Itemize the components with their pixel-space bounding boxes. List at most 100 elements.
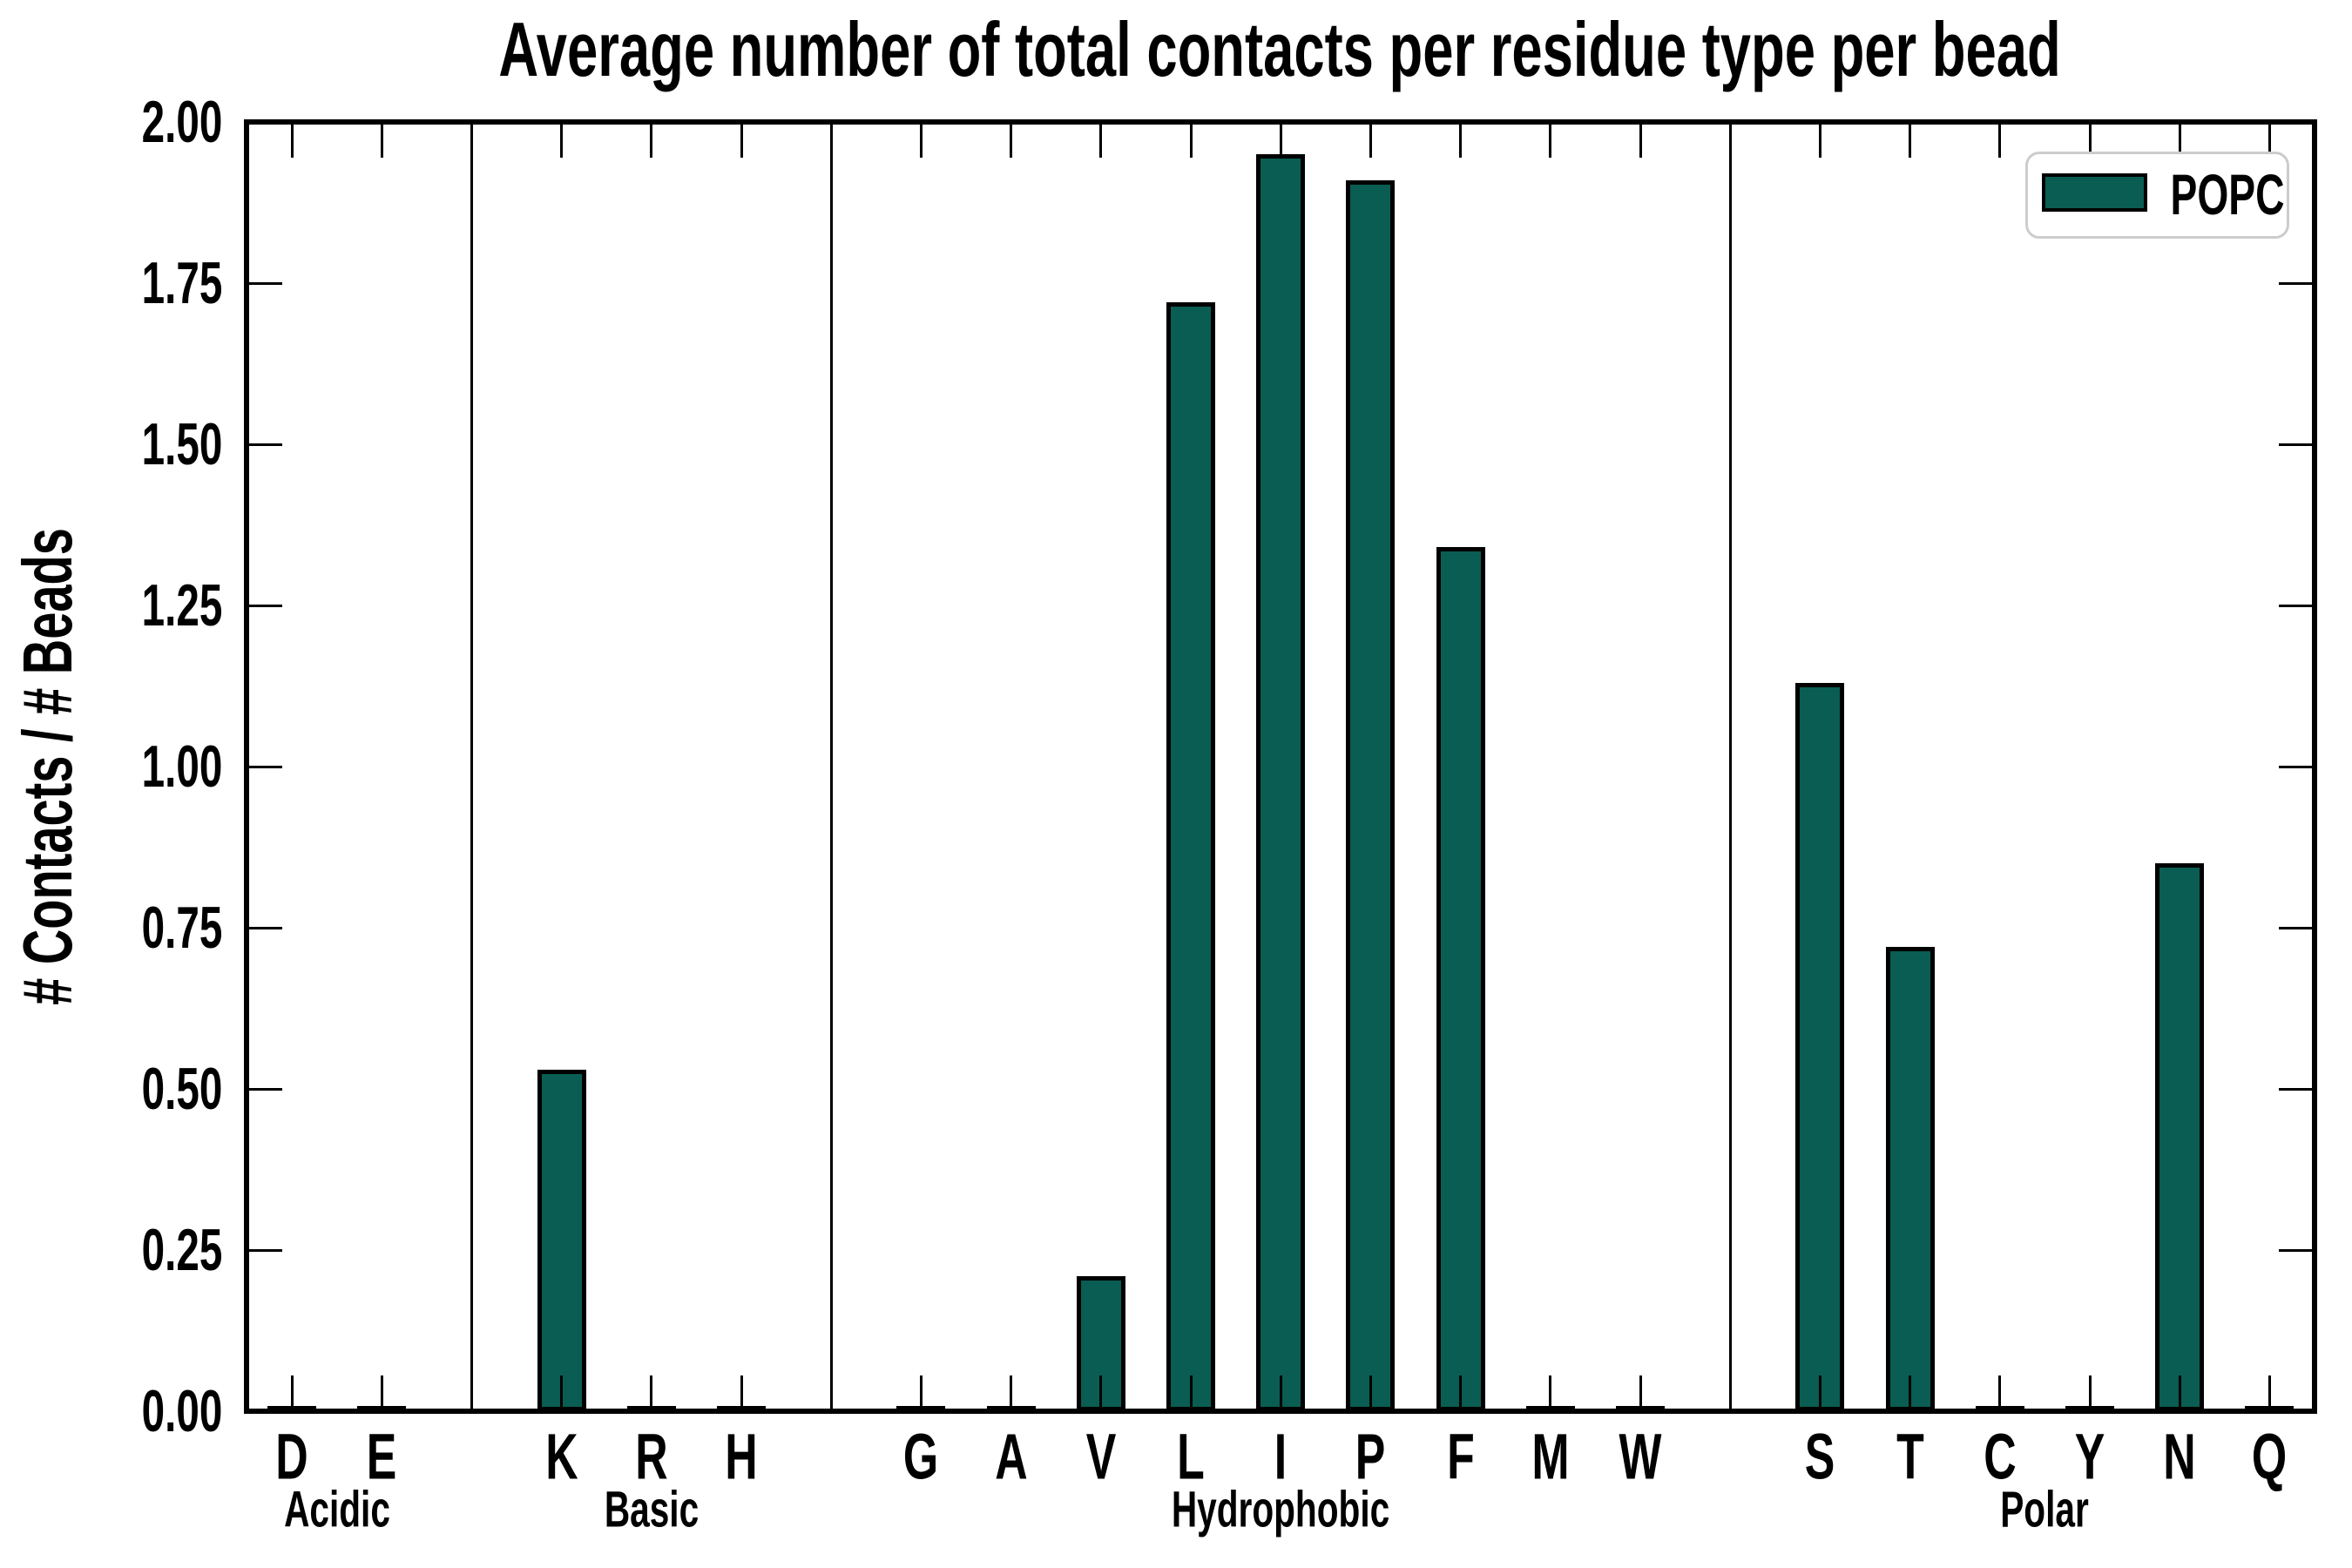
x-tick-top — [1099, 125, 1103, 158]
x-tick-top — [1279, 125, 1282, 158]
bar-G-zero — [896, 1406, 946, 1411]
x-tick-bottom — [1279, 1375, 1282, 1409]
y-tick-label-1.00: 1.00 — [141, 733, 223, 800]
y-tick-left — [249, 1087, 282, 1091]
x-tick-label-C: C — [1984, 1420, 2017, 1493]
x-tick-bottom — [380, 1375, 383, 1409]
x-tick-bottom — [650, 1375, 653, 1409]
y-tick-label-0.00: 0.00 — [141, 1378, 223, 1444]
x-tick-top — [380, 125, 383, 158]
x-tick-label-I: I — [1274, 1420, 1288, 1493]
x-tick-bottom — [2178, 1375, 2181, 1409]
x-tick-bottom — [560, 1375, 564, 1409]
x-tick-label-L: L — [1177, 1420, 1205, 1493]
chart-title: Average number of total contacts per res… — [498, 6, 2061, 92]
bar-Q-zero — [2245, 1406, 2295, 1411]
x-tick-top — [1639, 125, 1642, 158]
x-tick-top — [1549, 125, 1552, 158]
y-tick-left — [249, 1248, 282, 1252]
x-tick-bottom — [290, 1375, 294, 1409]
y-tick-right — [2279, 443, 2312, 446]
x-tick-label-M: M — [1531, 1420, 1570, 1493]
x-tick-top — [650, 125, 653, 158]
bar-Y-zero — [2065, 1406, 2114, 1411]
y-tick-right — [2279, 281, 2312, 285]
y-tick-label-1.25: 1.25 — [141, 572, 223, 639]
bar-I — [1256, 154, 1306, 1411]
bar-C-zero — [1975, 1406, 2024, 1411]
spine-left — [244, 119, 249, 1414]
y-tick-right — [2279, 120, 2312, 124]
x-tick-bottom — [1549, 1375, 1552, 1409]
bar-V — [1076, 1275, 1125, 1411]
group-separator — [1728, 125, 1732, 1409]
bar-P — [1346, 179, 1396, 1411]
x-tick-label-N: N — [2163, 1420, 2196, 1493]
x-tick-top — [560, 125, 564, 158]
y-tick-label-0.75: 0.75 — [141, 895, 223, 961]
y-tick-right — [2279, 926, 2312, 929]
bar-R-zero — [626, 1406, 676, 1411]
y-tick-left — [249, 281, 282, 285]
y-tick-left — [249, 604, 282, 607]
x-tick-label-R: R — [635, 1420, 668, 1493]
x-tick-top — [1818, 125, 1821, 158]
group-label-acidic: Acidic — [283, 1481, 390, 1538]
bar-M-zero — [1525, 1406, 1575, 1411]
bar-S — [1795, 682, 1845, 1411]
x-tick-label-T: T — [1896, 1420, 1924, 1493]
x-tick-top — [1189, 125, 1193, 158]
group-label-hydrophobic: Hydrophobic — [1172, 1481, 1390, 1538]
y-tick-right — [2279, 604, 2312, 607]
x-tick-bottom — [740, 1375, 743, 1409]
y-tick-left — [249, 443, 282, 446]
x-tick-top — [2178, 125, 2181, 158]
x-tick-label-P: P — [1355, 1420, 1386, 1493]
legend: POPC — [2025, 152, 2289, 239]
spine-bottom — [244, 1409, 2317, 1414]
x-tick-bottom — [1909, 1375, 1912, 1409]
x-tick-top — [1909, 125, 1912, 158]
x-tick-top — [1369, 125, 1372, 158]
y-tick-left — [249, 926, 282, 929]
x-tick-bottom — [1639, 1375, 1642, 1409]
x-tick-label-H: H — [725, 1420, 758, 1493]
group-separator — [829, 125, 833, 1409]
x-tick-bottom — [2088, 1375, 2092, 1409]
bar-K — [537, 1069, 586, 1411]
bar-T — [1885, 947, 1935, 1411]
group-separator — [470, 125, 473, 1409]
bar-E-zero — [357, 1406, 407, 1411]
x-tick-bottom — [2268, 1375, 2271, 1409]
legend-label: POPC — [2170, 162, 2285, 226]
x-tick-top — [740, 125, 743, 158]
x-tick-label-E: E — [366, 1420, 397, 1493]
y-tick-left — [249, 120, 282, 124]
bar-L — [1166, 302, 1215, 1411]
x-tick-bottom — [1010, 1375, 1013, 1409]
x-tick-label-A: A — [994, 1420, 1028, 1493]
x-tick-top — [2268, 125, 2271, 158]
x-tick-label-F: F — [1446, 1420, 1475, 1493]
spine-right — [2312, 119, 2317, 1414]
x-tick-label-Y: Y — [2074, 1420, 2105, 1493]
bar-A-zero — [986, 1406, 1036, 1411]
bar-F — [1436, 547, 1485, 1411]
y-tick-label-0.50: 0.50 — [141, 1056, 223, 1122]
group-label-polar: Polar — [2000, 1481, 2090, 1538]
x-tick-label-Q: Q — [2252, 1420, 2288, 1493]
y-tick-label-1.75: 1.75 — [141, 250, 223, 316]
x-tick-label-V: V — [1085, 1420, 1117, 1493]
y-tick-left — [249, 765, 282, 768]
bar-D-zero — [267, 1406, 316, 1411]
legend-swatch — [2042, 173, 2147, 212]
spine-top — [244, 119, 2317, 125]
x-tick-bottom — [1099, 1375, 1103, 1409]
x-tick-bottom — [1818, 1375, 1821, 1409]
x-tick-bottom — [1459, 1375, 1463, 1409]
x-tick-label-K: K — [544, 1420, 578, 1493]
x-tick-label-W: W — [1619, 1420, 1662, 1493]
y-tick-left — [249, 1409, 282, 1413]
